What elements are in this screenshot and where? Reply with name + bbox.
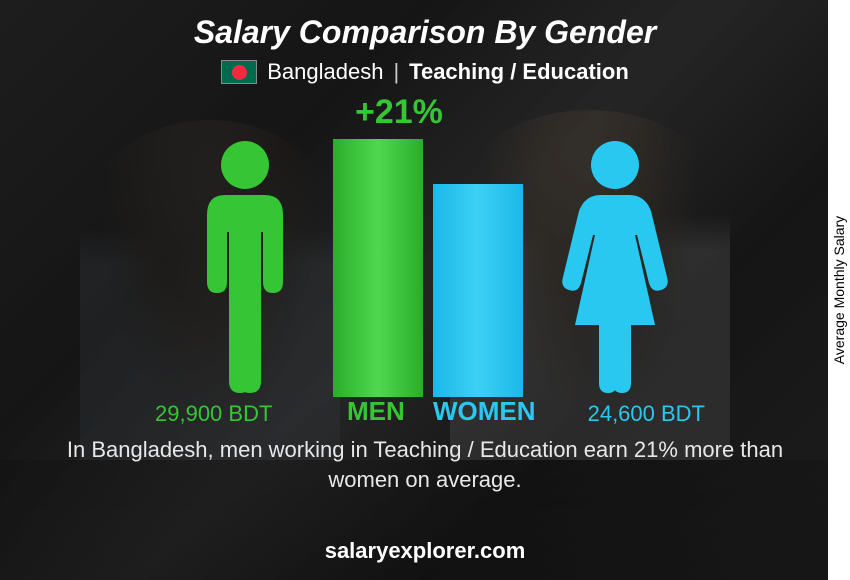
gender-women-label: WOMEN xyxy=(433,396,536,427)
footer-attribution: salaryexplorer.com xyxy=(0,538,850,564)
description-text: In Bangladesh, men working in Teaching /… xyxy=(55,435,795,494)
man-icon xyxy=(185,137,305,397)
bar-men xyxy=(333,139,423,397)
salary-men-label: 29,900 BDT xyxy=(155,401,272,427)
subtitle-row: Bangladesh | Teaching / Education xyxy=(221,59,629,85)
subtitle-country: Bangladesh xyxy=(267,59,383,85)
salary-women-label: 24,600 BDT xyxy=(588,401,705,427)
content-layer: Salary Comparison By Gender Bangladesh |… xyxy=(0,0,850,580)
chart-area: +21% 29,900 BDT MEN WOMEN 24,600 BDT xyxy=(75,93,775,433)
pct-diff-label: +21% xyxy=(355,93,443,132)
woman-icon xyxy=(555,137,675,397)
bangladesh-flag-icon xyxy=(221,60,257,84)
bar-women xyxy=(433,184,523,397)
subtitle-separator: | xyxy=(393,59,399,85)
page-title: Salary Comparison By Gender xyxy=(194,14,656,51)
subtitle-category: Teaching / Education xyxy=(409,59,629,85)
gender-men-label: MEN xyxy=(347,396,405,427)
